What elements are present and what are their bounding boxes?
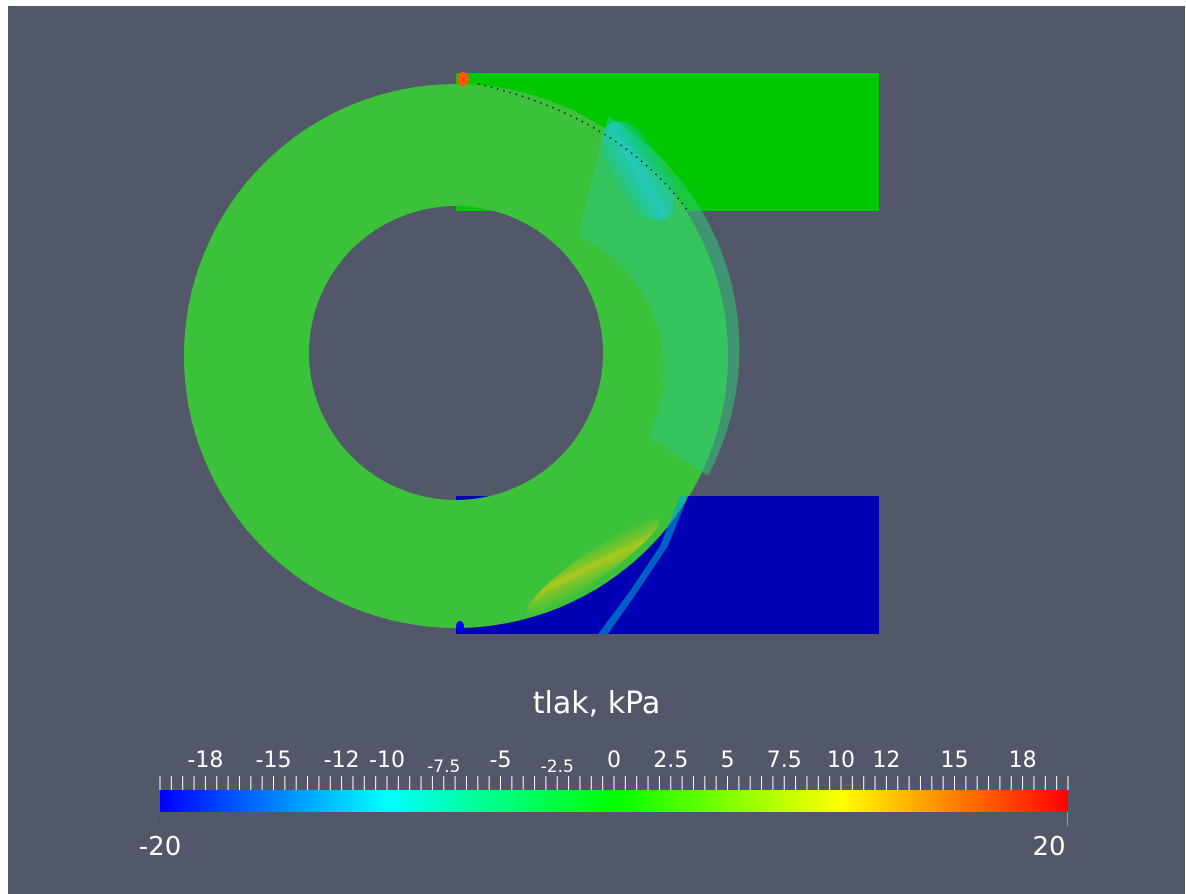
colorbar-tick-label: -15 [255, 748, 292, 773]
colorbar-tick-label: 12 [872, 748, 901, 773]
low-pressure-region [608, 496, 879, 634]
pressure-field-plot [159, 72, 1069, 826]
colorbar-tick-label: 18 [1008, 748, 1037, 773]
yellow-streak [526, 518, 660, 614]
cyan-band [601, 121, 675, 221]
colorbar-tick-label: -5 [489, 748, 512, 773]
colorbar [160, 790, 1068, 812]
hot-spot [457, 72, 469, 86]
colorbar-max-marker [1067, 812, 1068, 826]
colorbar-tick-label: 15 [940, 748, 969, 773]
colorbar-tick-label: 5 [720, 748, 735, 773]
colorbar-max-label: 20 [1032, 832, 1066, 862]
colorbar-tick-label: 2.5 [653, 748, 689, 773]
colorbar-tick-label: 10 [827, 748, 855, 773]
colorbar-tick-label: 0 [607, 748, 621, 773]
colorbar-minor-ticks [159, 776, 1069, 790]
low-pressure-fade [598, 496, 688, 634]
colorbar-tick-label: 7.5 [766, 748, 802, 773]
colorbar-title: tlak, kPa [532, 686, 661, 721]
ring-right-shade [578, 116, 740, 476]
colorbar-tick-label: -10 [369, 748, 405, 773]
colorbar-min-label: -20 [138, 832, 182, 862]
colorbar-tick-label: -7.5 [427, 757, 461, 777]
colorbar-tick-label: -12 [323, 748, 360, 773]
colorbar-tick-label: -2.5 [540, 757, 574, 777]
colorbar-tick-label: -18 [187, 748, 224, 773]
colorbar-min-marker [159, 812, 160, 826]
render-viewport[interactable]: tlak, kPa -18 -15 -12 -10 -7.5 -5 -2.5 0 2.5 5 7.5… [8, 6, 1185, 894]
cold-spot [456, 621, 464, 631]
